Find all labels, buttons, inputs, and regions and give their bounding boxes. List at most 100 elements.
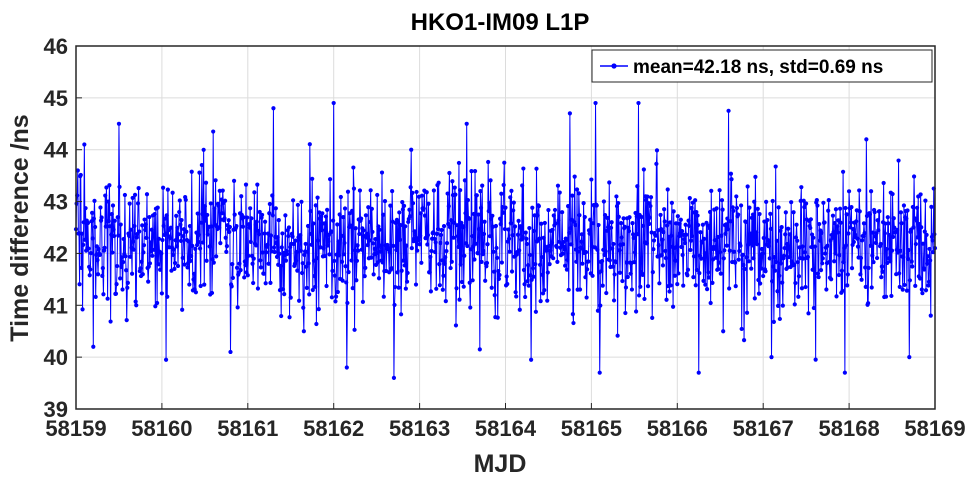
data-point (568, 242, 574, 247)
data-point (125, 285, 130, 290)
data-point (331, 100, 336, 106)
data-point (675, 214, 680, 219)
data-point (193, 290, 198, 295)
data-point (842, 370, 847, 375)
data-point (307, 292, 312, 297)
data-point (359, 247, 364, 252)
data-point (455, 223, 460, 228)
data-point (108, 319, 113, 324)
data-point (156, 262, 161, 267)
data-point (521, 166, 526, 171)
data-point (494, 245, 499, 251)
data-point (512, 224, 518, 229)
data-point (404, 279, 410, 284)
data-point (308, 209, 313, 214)
data-point (914, 205, 920, 210)
data-point (660, 237, 665, 242)
data-point (557, 190, 562, 195)
data-point (476, 212, 481, 217)
data-point (752, 199, 757, 204)
data-point (434, 231, 439, 236)
data-point (298, 248, 303, 253)
data-point (265, 242, 270, 247)
data-point (694, 267, 700, 272)
data-point (800, 244, 805, 249)
data-point (870, 253, 875, 258)
data-point (484, 264, 489, 269)
data-point (171, 252, 176, 257)
data-point (727, 248, 732, 253)
data-point (715, 234, 720, 240)
data-point (844, 212, 849, 217)
data-point (421, 206, 426, 211)
data-point (416, 238, 421, 243)
data-point (702, 254, 707, 260)
data-point (688, 247, 693, 253)
data-point (719, 233, 724, 238)
data-point (923, 288, 929, 293)
data-point (87, 273, 92, 278)
y-tick-label: 44 (44, 138, 69, 163)
data-point (260, 250, 265, 255)
data-point (533, 262, 538, 267)
data-point (768, 226, 774, 231)
chart-title: HKO1-IM09 L1P (411, 9, 590, 36)
data-point (641, 167, 646, 172)
data-point (640, 272, 645, 277)
data-point (901, 203, 907, 208)
data-point (220, 188, 225, 193)
data-point (808, 225, 813, 231)
data-point (447, 225, 453, 230)
data-point (577, 213, 582, 218)
data-point (490, 213, 495, 218)
data-point (650, 270, 655, 275)
data-point (777, 273, 782, 278)
data-point (339, 233, 344, 238)
data-point (650, 315, 655, 320)
data-point (812, 244, 818, 249)
data-point (775, 303, 781, 309)
data-point (907, 355, 912, 360)
data-point (436, 180, 441, 185)
data-point (85, 220, 91, 226)
data-point (539, 254, 544, 260)
data-point (670, 304, 676, 309)
data-point (282, 291, 287, 297)
data-point (83, 206, 88, 211)
data-point (130, 195, 135, 201)
data-point (772, 255, 777, 260)
data-point (193, 246, 198, 251)
data-point (291, 241, 296, 247)
data-point (275, 235, 280, 240)
legend[interactable]: mean=42.18 ns, std=0.69 ns (591, 49, 933, 83)
data-point (177, 209, 182, 215)
data-point (857, 209, 862, 214)
data-point (426, 201, 431, 206)
data-point (487, 200, 492, 205)
data-point (445, 191, 450, 196)
data-point (156, 236, 162, 241)
data-point (761, 235, 766, 241)
data-point (409, 147, 414, 152)
data-point (623, 285, 629, 290)
y-tick-label: 43 (44, 190, 68, 215)
data-point (736, 212, 741, 217)
data-point (579, 232, 584, 237)
data-point (159, 251, 164, 256)
data-point (848, 220, 853, 225)
data-point (295, 268, 300, 273)
data-point (662, 207, 667, 212)
data-point (639, 214, 644, 220)
data-point (882, 231, 887, 236)
data-point (304, 264, 309, 269)
data-point (200, 240, 206, 245)
data-point (314, 321, 319, 327)
data-point (134, 235, 139, 240)
data-point (686, 218, 691, 223)
data-point (633, 210, 638, 216)
data-point (227, 229, 232, 235)
data-point (200, 211, 205, 217)
data-point (869, 285, 874, 290)
data-point (923, 198, 928, 203)
data-point (285, 251, 290, 257)
